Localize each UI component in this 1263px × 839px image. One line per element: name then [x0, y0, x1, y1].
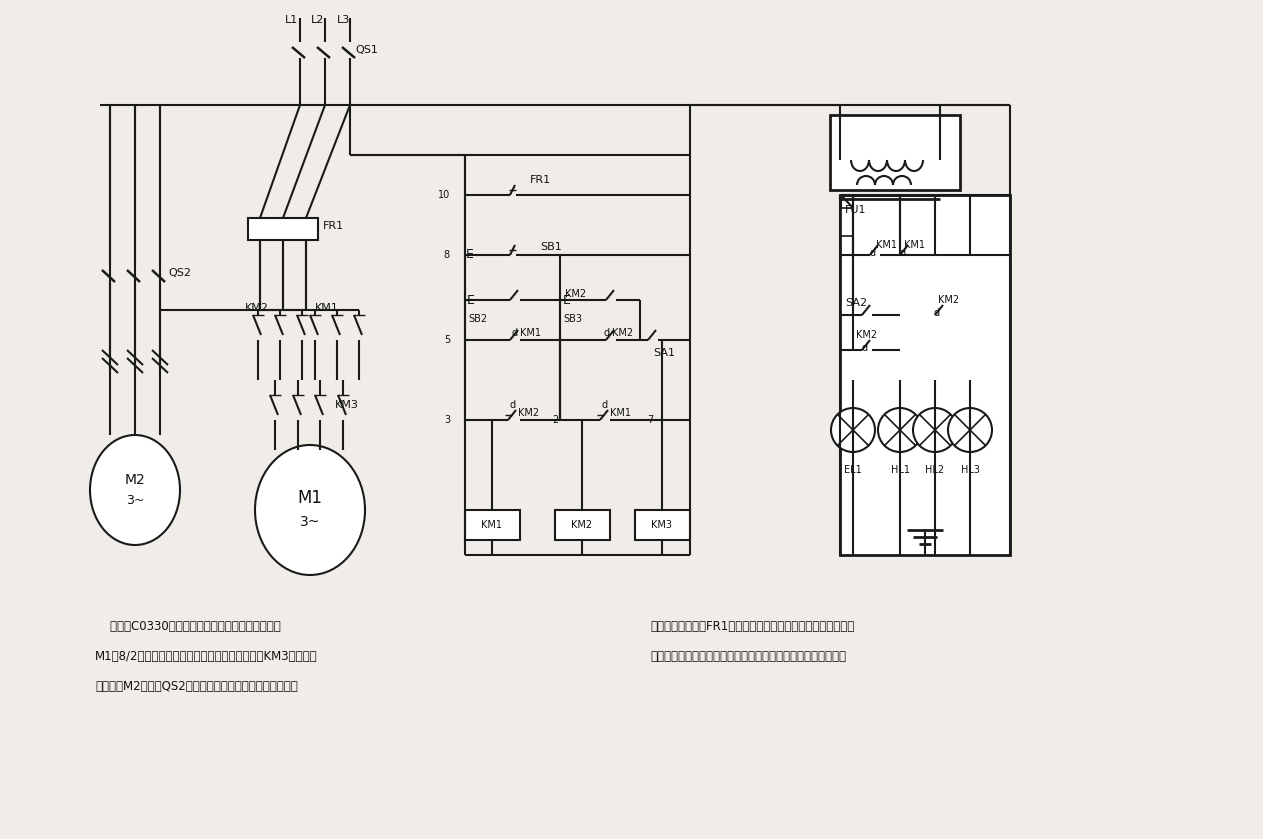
Text: d: d: [604, 328, 610, 338]
Text: 2: 2: [552, 415, 558, 425]
Text: E: E: [466, 248, 474, 262]
Text: KM1: KM1: [314, 303, 338, 313]
Text: KM2: KM2: [613, 328, 633, 338]
Text: d: d: [861, 343, 868, 353]
Text: d: d: [869, 248, 875, 258]
Bar: [840, 195, 1010, 555]
Text: 因此，在连接外电源时，动力箱内应有熔断器，以作短路保护。: 因此，在连接外电源时，动力箱内应有熔断器，以作短路保护。: [650, 650, 846, 663]
Text: HL2: HL2: [926, 465, 945, 475]
Text: 3~: 3~: [299, 515, 321, 529]
Text: KM2: KM2: [565, 289, 586, 299]
Text: L1: L1: [285, 15, 298, 25]
Text: HL1: HL1: [890, 465, 909, 475]
Text: 7: 7: [647, 415, 653, 425]
Text: L2: L2: [311, 15, 325, 25]
Bar: [248, 218, 318, 240]
Text: KM2: KM2: [856, 330, 877, 340]
Ellipse shape: [90, 435, 181, 545]
Text: E: E: [563, 294, 571, 306]
Text: KM2: KM2: [938, 295, 959, 305]
Text: KM1: KM1: [520, 328, 541, 338]
Text: d: d: [512, 328, 518, 338]
Text: 所示为C0330型车床的电路，其特点是主轴电动机: 所示为C0330型车床的电路，其特点是主轴电动机: [95, 620, 280, 633]
Text: d: d: [899, 248, 906, 258]
Text: FR1: FR1: [323, 221, 344, 231]
Text: KM2: KM2: [518, 408, 539, 418]
Circle shape: [913, 408, 957, 452]
Text: SB2: SB2: [469, 314, 488, 324]
Bar: [841, 208, 853, 236]
Bar: [554, 510, 610, 540]
Circle shape: [878, 408, 922, 452]
Text: KM1: KM1: [904, 240, 925, 250]
Text: SA1: SA1: [653, 348, 674, 358]
Text: E: E: [467, 294, 475, 306]
Bar: [635, 510, 690, 540]
Text: SB1: SB1: [541, 242, 562, 252]
Text: 10: 10: [438, 190, 450, 200]
Text: 却泵电机M2由开关QS2控制。主电机可逆运转有辅助触点联: 却泵电机M2由开关QS2控制。主电机可逆运转有辅助触点联: [95, 680, 298, 693]
Circle shape: [831, 408, 875, 452]
Text: 3~: 3~: [126, 493, 144, 507]
Text: 锁，并有热继电器FR1作过载保护。机床未设计有总电源熔断器: 锁，并有热继电器FR1作过载保护。机床未设计有总电源熔断器: [650, 620, 854, 633]
Text: HL3: HL3: [960, 465, 980, 475]
Text: KM2: KM2: [571, 520, 592, 530]
Text: 5: 5: [443, 335, 450, 345]
Bar: [465, 510, 520, 540]
Text: FR1: FR1: [530, 175, 551, 185]
Text: 3: 3: [443, 415, 450, 425]
Text: KM2: KM2: [245, 303, 269, 313]
Text: QS2: QS2: [168, 268, 191, 278]
Text: 8: 8: [443, 250, 450, 260]
Text: d: d: [510, 400, 517, 410]
Text: M2: M2: [125, 473, 145, 487]
Text: FU1: FU1: [845, 205, 866, 215]
Text: QS1: QS1: [355, 45, 378, 55]
Text: EL1: EL1: [844, 465, 861, 475]
Circle shape: [949, 408, 991, 452]
Text: d: d: [602, 400, 608, 410]
Text: SA2: SA2: [845, 298, 868, 308]
Text: KM3: KM3: [335, 400, 359, 410]
Text: KM1: KM1: [481, 520, 503, 530]
Ellipse shape: [255, 445, 365, 575]
Bar: [830, 115, 960, 190]
Text: SB3: SB3: [563, 314, 582, 324]
Text: M1: M1: [298, 489, 322, 507]
Text: L3: L3: [337, 15, 350, 25]
Text: KM3: KM3: [652, 520, 672, 530]
Text: KM1: KM1: [610, 408, 632, 418]
Text: M1为8/2极双速电机，且可逆运转。变速器接触器KM3控制，冷: M1为8/2极双速电机，且可逆运转。变速器接触器KM3控制，冷: [95, 650, 317, 663]
Text: KM1: KM1: [877, 240, 897, 250]
Text: d: d: [935, 308, 940, 318]
